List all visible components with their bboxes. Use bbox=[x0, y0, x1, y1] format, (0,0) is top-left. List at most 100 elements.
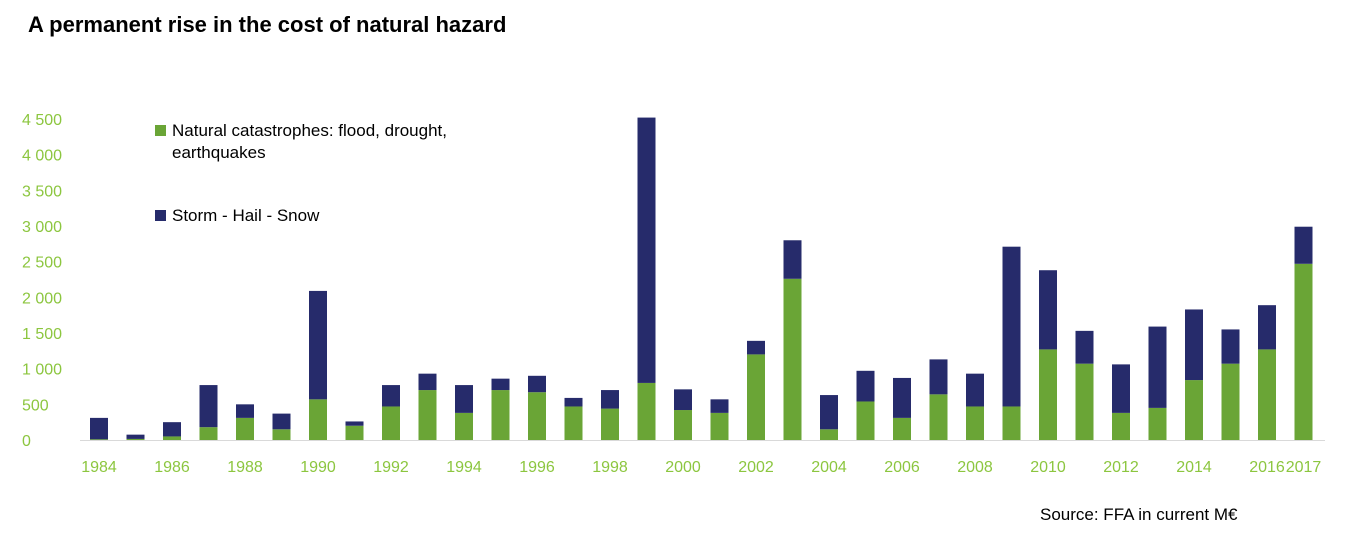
bar-storm bbox=[272, 413, 291, 430]
bar-natural bbox=[528, 392, 546, 440]
x-tick-label: 2008 bbox=[957, 459, 993, 476]
y-tick-label: 2 000 bbox=[22, 290, 62, 307]
y-tick-label: 3 500 bbox=[22, 183, 62, 200]
bar-storm bbox=[1112, 364, 1130, 413]
bar-storm bbox=[345, 421, 364, 426]
y-tick-label: 2 500 bbox=[22, 255, 62, 272]
bar-natural bbox=[455, 412, 473, 440]
x-tick-label: 1984 bbox=[81, 459, 117, 476]
bar-storm bbox=[199, 385, 218, 428]
bar-natural bbox=[747, 354, 765, 440]
x-tick-label: 1994 bbox=[446, 459, 482, 476]
bar-storm bbox=[418, 373, 437, 391]
bar-storm bbox=[674, 389, 692, 411]
y-tick-label: 1 000 bbox=[22, 362, 62, 379]
y-tick-label: 4 500 bbox=[22, 112, 62, 129]
bar-natural bbox=[1294, 263, 1313, 440]
bar-natural bbox=[820, 429, 838, 440]
bar-storm bbox=[564, 397, 583, 407]
bar-storm bbox=[236, 404, 254, 418]
bar-storm bbox=[382, 385, 400, 407]
bar-storm bbox=[1002, 246, 1021, 407]
bar-storm bbox=[1221, 329, 1240, 364]
bar-storm bbox=[929, 359, 948, 395]
bar-natural bbox=[236, 417, 254, 440]
x-tick-label: 1986 bbox=[154, 459, 190, 476]
bar-natural bbox=[345, 425, 364, 440]
bar-natural bbox=[637, 382, 656, 440]
x-tick-label: 2000 bbox=[665, 459, 701, 476]
x-tick-label: 2014 bbox=[1176, 459, 1212, 476]
x-tick-label: 1996 bbox=[519, 459, 555, 476]
bar-natural bbox=[601, 408, 619, 440]
bar-storm bbox=[90, 417, 108, 440]
x-tick-label: 1992 bbox=[373, 459, 409, 476]
bar-natural bbox=[783, 278, 802, 440]
bar-natural bbox=[1258, 349, 1276, 440]
bar-natural bbox=[1221, 363, 1240, 440]
legend-item-natural: Natural catastrophes: flood, drought, ea… bbox=[155, 120, 492, 164]
bar-natural bbox=[382, 406, 400, 440]
bar-storm bbox=[637, 117, 656, 383]
bar-natural bbox=[491, 390, 510, 440]
legend-swatch-natural bbox=[155, 125, 166, 136]
y-tick-label: 3 000 bbox=[22, 219, 62, 236]
bar-storm bbox=[856, 370, 875, 402]
legend-label-natural: Natural catastrophes: flood, drought, ea… bbox=[172, 121, 447, 162]
y-tick-label: 1 500 bbox=[22, 326, 62, 343]
source-note: Source: FFA in current M€ bbox=[1040, 505, 1238, 524]
x-tick-label: 2010 bbox=[1030, 459, 1066, 476]
bar-natural bbox=[418, 390, 437, 440]
bar-natural bbox=[1185, 380, 1203, 440]
bar-natural bbox=[893, 417, 911, 440]
bar-natural bbox=[90, 439, 108, 440]
x-tick-label: 2002 bbox=[738, 459, 774, 476]
legend-item-storm: Storm - Hail - Snow bbox=[155, 205, 492, 227]
bar-storm bbox=[126, 434, 145, 439]
x-tick-label: 2012 bbox=[1103, 459, 1139, 476]
bar-storm bbox=[455, 385, 473, 413]
bar-storm bbox=[1075, 330, 1094, 364]
bar-storm bbox=[163, 422, 181, 437]
x-tick-label: 1998 bbox=[592, 459, 628, 476]
bar-storm bbox=[783, 240, 802, 279]
x-tick-label: 1990 bbox=[300, 459, 336, 476]
x-tick-label: 2016 bbox=[1249, 459, 1285, 476]
bar-natural bbox=[1002, 406, 1021, 440]
x-tick-label: 2004 bbox=[811, 459, 847, 476]
bar-storm bbox=[1039, 270, 1057, 350]
bar-storm bbox=[820, 395, 838, 430]
x-tick-label: 1988 bbox=[227, 459, 263, 476]
bar-storm bbox=[1148, 326, 1167, 408]
bar-storm bbox=[601, 390, 619, 409]
bar-storm bbox=[1294, 226, 1313, 264]
bar-natural bbox=[163, 436, 181, 440]
bar-natural bbox=[1039, 349, 1057, 440]
x-tick-label: 2006 bbox=[884, 459, 920, 476]
legend-swatch-storm bbox=[155, 210, 166, 221]
bar-natural bbox=[272, 429, 291, 440]
bar-storm bbox=[528, 375, 546, 393]
bar-natural bbox=[1148, 407, 1167, 440]
bar-natural bbox=[710, 412, 729, 440]
chart-title: A permanent rise in the cost of natural … bbox=[28, 12, 507, 37]
bar-natural bbox=[856, 401, 875, 440]
bar-natural bbox=[199, 427, 218, 440]
bar-natural bbox=[674, 410, 692, 440]
bar-natural bbox=[564, 406, 583, 440]
bar-storm bbox=[1258, 305, 1276, 350]
bar-storm bbox=[309, 290, 327, 400]
bar-storm bbox=[710, 399, 729, 413]
legend-label-storm: Storm - Hail - Snow bbox=[172, 206, 320, 225]
bar-natural bbox=[1075, 363, 1094, 440]
bar-natural bbox=[126, 438, 145, 440]
y-tick-label: 0 bbox=[22, 433, 31, 450]
bar-natural bbox=[309, 399, 327, 440]
bar-natural bbox=[929, 394, 948, 440]
bar-storm bbox=[491, 378, 510, 391]
y-tick-label: 500 bbox=[22, 397, 49, 414]
bar-storm bbox=[747, 340, 765, 355]
bar-natural bbox=[1112, 412, 1130, 440]
x-tick-label: 2017 bbox=[1286, 459, 1322, 476]
